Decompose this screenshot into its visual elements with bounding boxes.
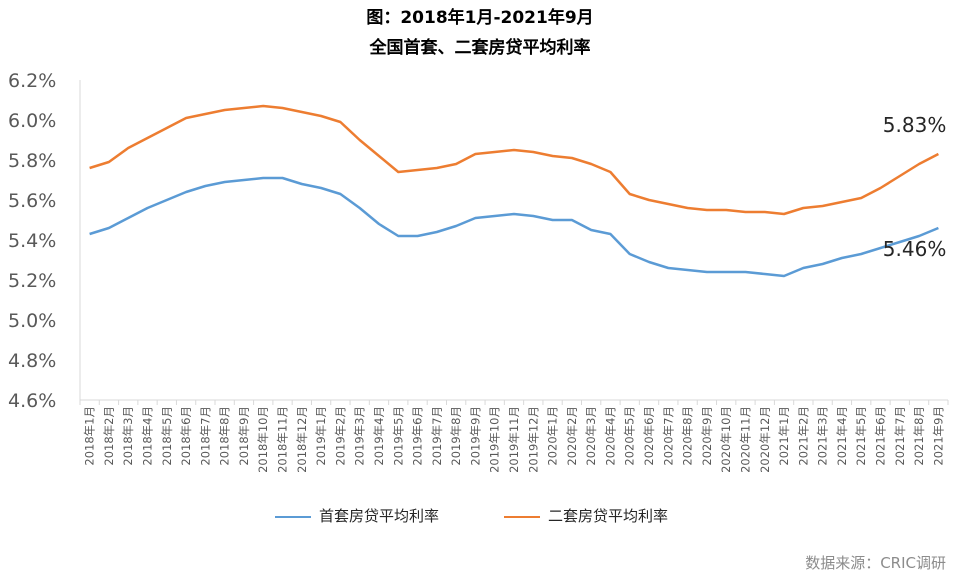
x-tick-label: 2019年3月: [353, 406, 367, 466]
x-tick-label: 2019年2月: [333, 406, 347, 466]
x-tick-label: 2020年7月: [661, 406, 675, 466]
legend-swatch-first-home: [275, 515, 311, 518]
x-tick-label: 2020年5月: [623, 406, 637, 466]
x-tick-label: 2019年1月: [314, 406, 328, 466]
x-tick-label: 2021年1月: [777, 406, 791, 466]
legend-label-first-home: 首套房贷平均利率: [319, 507, 440, 525]
x-tick-label: 2019年8月: [449, 406, 463, 466]
x-tick-label: 2019年12月: [526, 406, 540, 473]
x-tick-label: 2018年3月: [121, 406, 135, 466]
x-tick-label: 2018年10月: [256, 406, 270, 473]
x-tick-label: 2020年11月: [738, 406, 752, 473]
x-tick-label: 2021年3月: [816, 406, 830, 466]
x-tick-label: 2020年8月: [681, 406, 695, 466]
x-tick-label: 2019年7月: [430, 406, 444, 466]
x-tick-label: 2020年10月: [719, 406, 733, 473]
y-tick-label: 6.2%: [8, 70, 56, 92]
x-tick-label: 2021年2月: [796, 406, 810, 466]
x-tick-label: 2021年4月: [835, 406, 849, 466]
x-tick-label: 2020年1月: [546, 406, 560, 466]
x-tick-label: 2018年12月: [295, 406, 309, 473]
x-tick-label: 2018年11月: [276, 406, 290, 473]
y-tick-label: 4.8%: [8, 350, 56, 372]
x-tick-label: 2020年6月: [642, 406, 656, 466]
legend-label-second-home: 二套房贷平均利率: [548, 507, 669, 525]
x-tick-label: 2019年6月: [411, 406, 425, 466]
x-tick-label: 2018年7月: [198, 406, 212, 466]
x-tick-label: 2019年4月: [372, 406, 386, 466]
legend-item-second-home: 二套房贷平均利率: [504, 505, 668, 526]
x-tick-label: 2019年10月: [488, 406, 502, 473]
x-tick-label: 2021年5月: [854, 406, 868, 466]
x-tick-label: 2020年3月: [584, 406, 598, 466]
y-tick-label: 5.0%: [8, 310, 56, 332]
series-line-first-home: [89, 176, 939, 278]
x-tick-label: 2018年6月: [179, 406, 193, 466]
y-tick-label: 5.4%: [8, 230, 56, 252]
x-tick-label: 2018年2月: [102, 406, 116, 466]
y-tick-label: 4.6%: [8, 390, 56, 412]
x-tick-label: 2021年7月: [893, 406, 907, 466]
chart-subtitle: 全国首套、二套房贷平均利率: [369, 38, 591, 58]
y-tick-label: 5.8%: [8, 150, 56, 172]
y-tick-label: 5.6%: [8, 190, 56, 212]
x-tick-label: 2018年5月: [160, 406, 174, 466]
legend-item-first-home: 首套房贷平均利率: [275, 505, 439, 526]
x-tick-label: 2018年4月: [141, 406, 155, 466]
x-tick-label: 2018年1月: [83, 406, 97, 466]
x-tick-label: 2021年8月: [912, 406, 926, 466]
y-tick-label: 6.0%: [8, 110, 56, 132]
x-tick-label: 2021年9月: [931, 406, 945, 466]
x-tick-label: 2019年11月: [507, 406, 521, 473]
data-label: 5.83%: [883, 113, 947, 137]
x-tick-label: 2020年12月: [758, 406, 772, 473]
y-tick-label: 5.2%: [8, 270, 56, 292]
data-source: 数据来源：CRIC调研: [805, 554, 946, 572]
x-tick-label: 2021年6月: [873, 406, 887, 466]
data-label: 5.46%: [883, 237, 947, 261]
x-tick-label: 2019年9月: [468, 406, 482, 466]
x-tick-label: 2018年8月: [218, 406, 232, 466]
x-tick-label: 2018年9月: [237, 406, 251, 466]
x-tick-label: 2019年5月: [391, 406, 405, 466]
x-tick-label: 2020年9月: [700, 406, 714, 466]
x-tick-label: 2020年4月: [603, 406, 617, 466]
legend-swatch-second-home: [504, 515, 540, 518]
chart-title: 图：2018年1月-2021年9月: [366, 8, 594, 28]
x-tick-label: 2020年2月: [565, 406, 579, 466]
series-line-second-home: [89, 104, 939, 216]
